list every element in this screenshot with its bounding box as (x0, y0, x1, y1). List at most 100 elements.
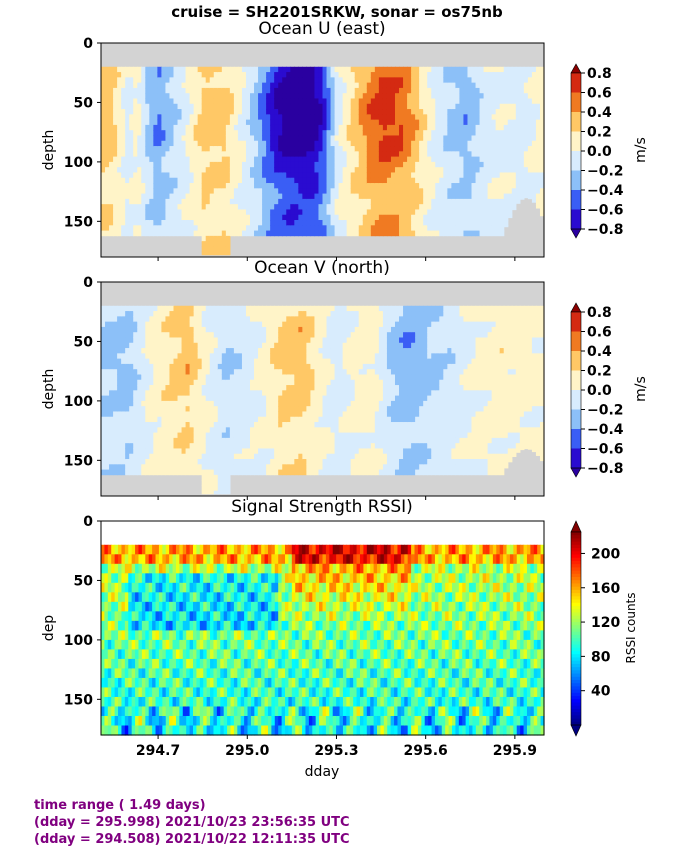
heat-cell (535, 124, 541, 131)
heat-cell (245, 225, 251, 232)
heat-cell (306, 98, 312, 105)
heat-cell (302, 66, 307, 73)
heat-cell (274, 385, 279, 391)
heat-cell (141, 305, 146, 312)
heat-cell (185, 140, 191, 147)
heat-cell (221, 156, 227, 163)
heat-cell (201, 146, 207, 152)
heat-cell (225, 246, 231, 253)
heat-cell (233, 311, 239, 317)
heat-cell (121, 342, 126, 349)
heat-cell (294, 82, 299, 89)
heat-cell (499, 167, 505, 174)
heat-cell (209, 311, 215, 317)
heat-cell (535, 177, 541, 184)
heat-cell (225, 437, 231, 444)
heat-cell (205, 427, 211, 434)
heat-cell (262, 220, 267, 226)
heat-cell (250, 379, 255, 386)
heat-cell (427, 103, 432, 110)
heat-cell (342, 130, 348, 137)
heat-cell (181, 225, 187, 232)
heat-cell (181, 98, 187, 105)
heat-cell (338, 114, 344, 121)
heat-cell (483, 66, 489, 73)
heat-cell (217, 363, 223, 370)
heat-cell (221, 459, 227, 465)
heat-cell (209, 130, 215, 137)
heat-cell (113, 337, 118, 344)
heat-cell (245, 305, 251, 312)
heat-cell (157, 326, 163, 333)
heat-cell (346, 204, 352, 211)
heat-cell (105, 337, 110, 344)
heat-cell (443, 119, 448, 126)
heat-cell (241, 198, 247, 205)
heat-cell (217, 406, 223, 413)
heat-cell (181, 82, 187, 89)
heat-cell (153, 135, 158, 142)
heat-cell (117, 220, 122, 226)
heat-cell (250, 348, 255, 354)
heat-cell (258, 140, 263, 147)
heat-cell (189, 98, 195, 105)
heat-cell (290, 103, 295, 110)
heat-cell (197, 161, 203, 168)
heat-cell (539, 82, 545, 89)
heat-cell (217, 135, 223, 142)
heat-cell (153, 66, 158, 73)
heat-cell (266, 305, 271, 312)
heat-cell (189, 326, 195, 333)
heat-cell (262, 459, 267, 465)
heat-cell (141, 209, 146, 216)
heat-cell (193, 119, 199, 126)
heat-cell (193, 437, 199, 444)
heat-cell (241, 98, 247, 105)
heat-cell (121, 151, 126, 158)
heat-cell (270, 321, 275, 328)
heat-cell (225, 358, 231, 365)
heat-cell (370, 177, 376, 184)
heat-cell (483, 188, 489, 195)
heat-cell (237, 230, 243, 237)
heat-cell (314, 82, 320, 89)
heat-cell (374, 87, 380, 94)
heat-cell (390, 135, 396, 142)
heat-cell (105, 432, 110, 439)
heat-cell (113, 379, 118, 386)
heat-cell (411, 193, 416, 200)
heat-cell (443, 193, 448, 200)
heat-cell (535, 114, 541, 121)
heat-cell (245, 161, 251, 168)
heat-cell (403, 87, 408, 94)
heat-cell (157, 77, 163, 84)
heat-cell (527, 140, 533, 147)
heat-cell (101, 469, 106, 476)
heat-cell (173, 93, 179, 100)
heat-cell (322, 66, 328, 73)
heat-cell (145, 77, 150, 84)
heat-cell (181, 124, 187, 131)
heat-cell (129, 337, 134, 344)
heat-cell (181, 348, 187, 354)
heat-cell (165, 167, 171, 174)
heat-cell (213, 390, 219, 397)
heat-cell (237, 427, 243, 434)
heat-cell (407, 109, 412, 115)
heat-cell (157, 385, 163, 391)
heat-cell (314, 77, 320, 84)
heat-cell (117, 369, 122, 376)
heat-cell (362, 124, 368, 131)
heat-cell (233, 146, 239, 152)
heat-cell (447, 114, 452, 121)
heat-cell (221, 390, 227, 397)
heat-cell (141, 177, 146, 184)
heat-cell (225, 406, 231, 413)
heat-cell (399, 198, 404, 205)
heat-cell (129, 400, 134, 407)
heat-cell (507, 103, 513, 110)
heat-cell (229, 358, 235, 365)
heat-cell (133, 459, 138, 465)
heat-cell (507, 77, 513, 84)
heat-cell (237, 400, 243, 407)
